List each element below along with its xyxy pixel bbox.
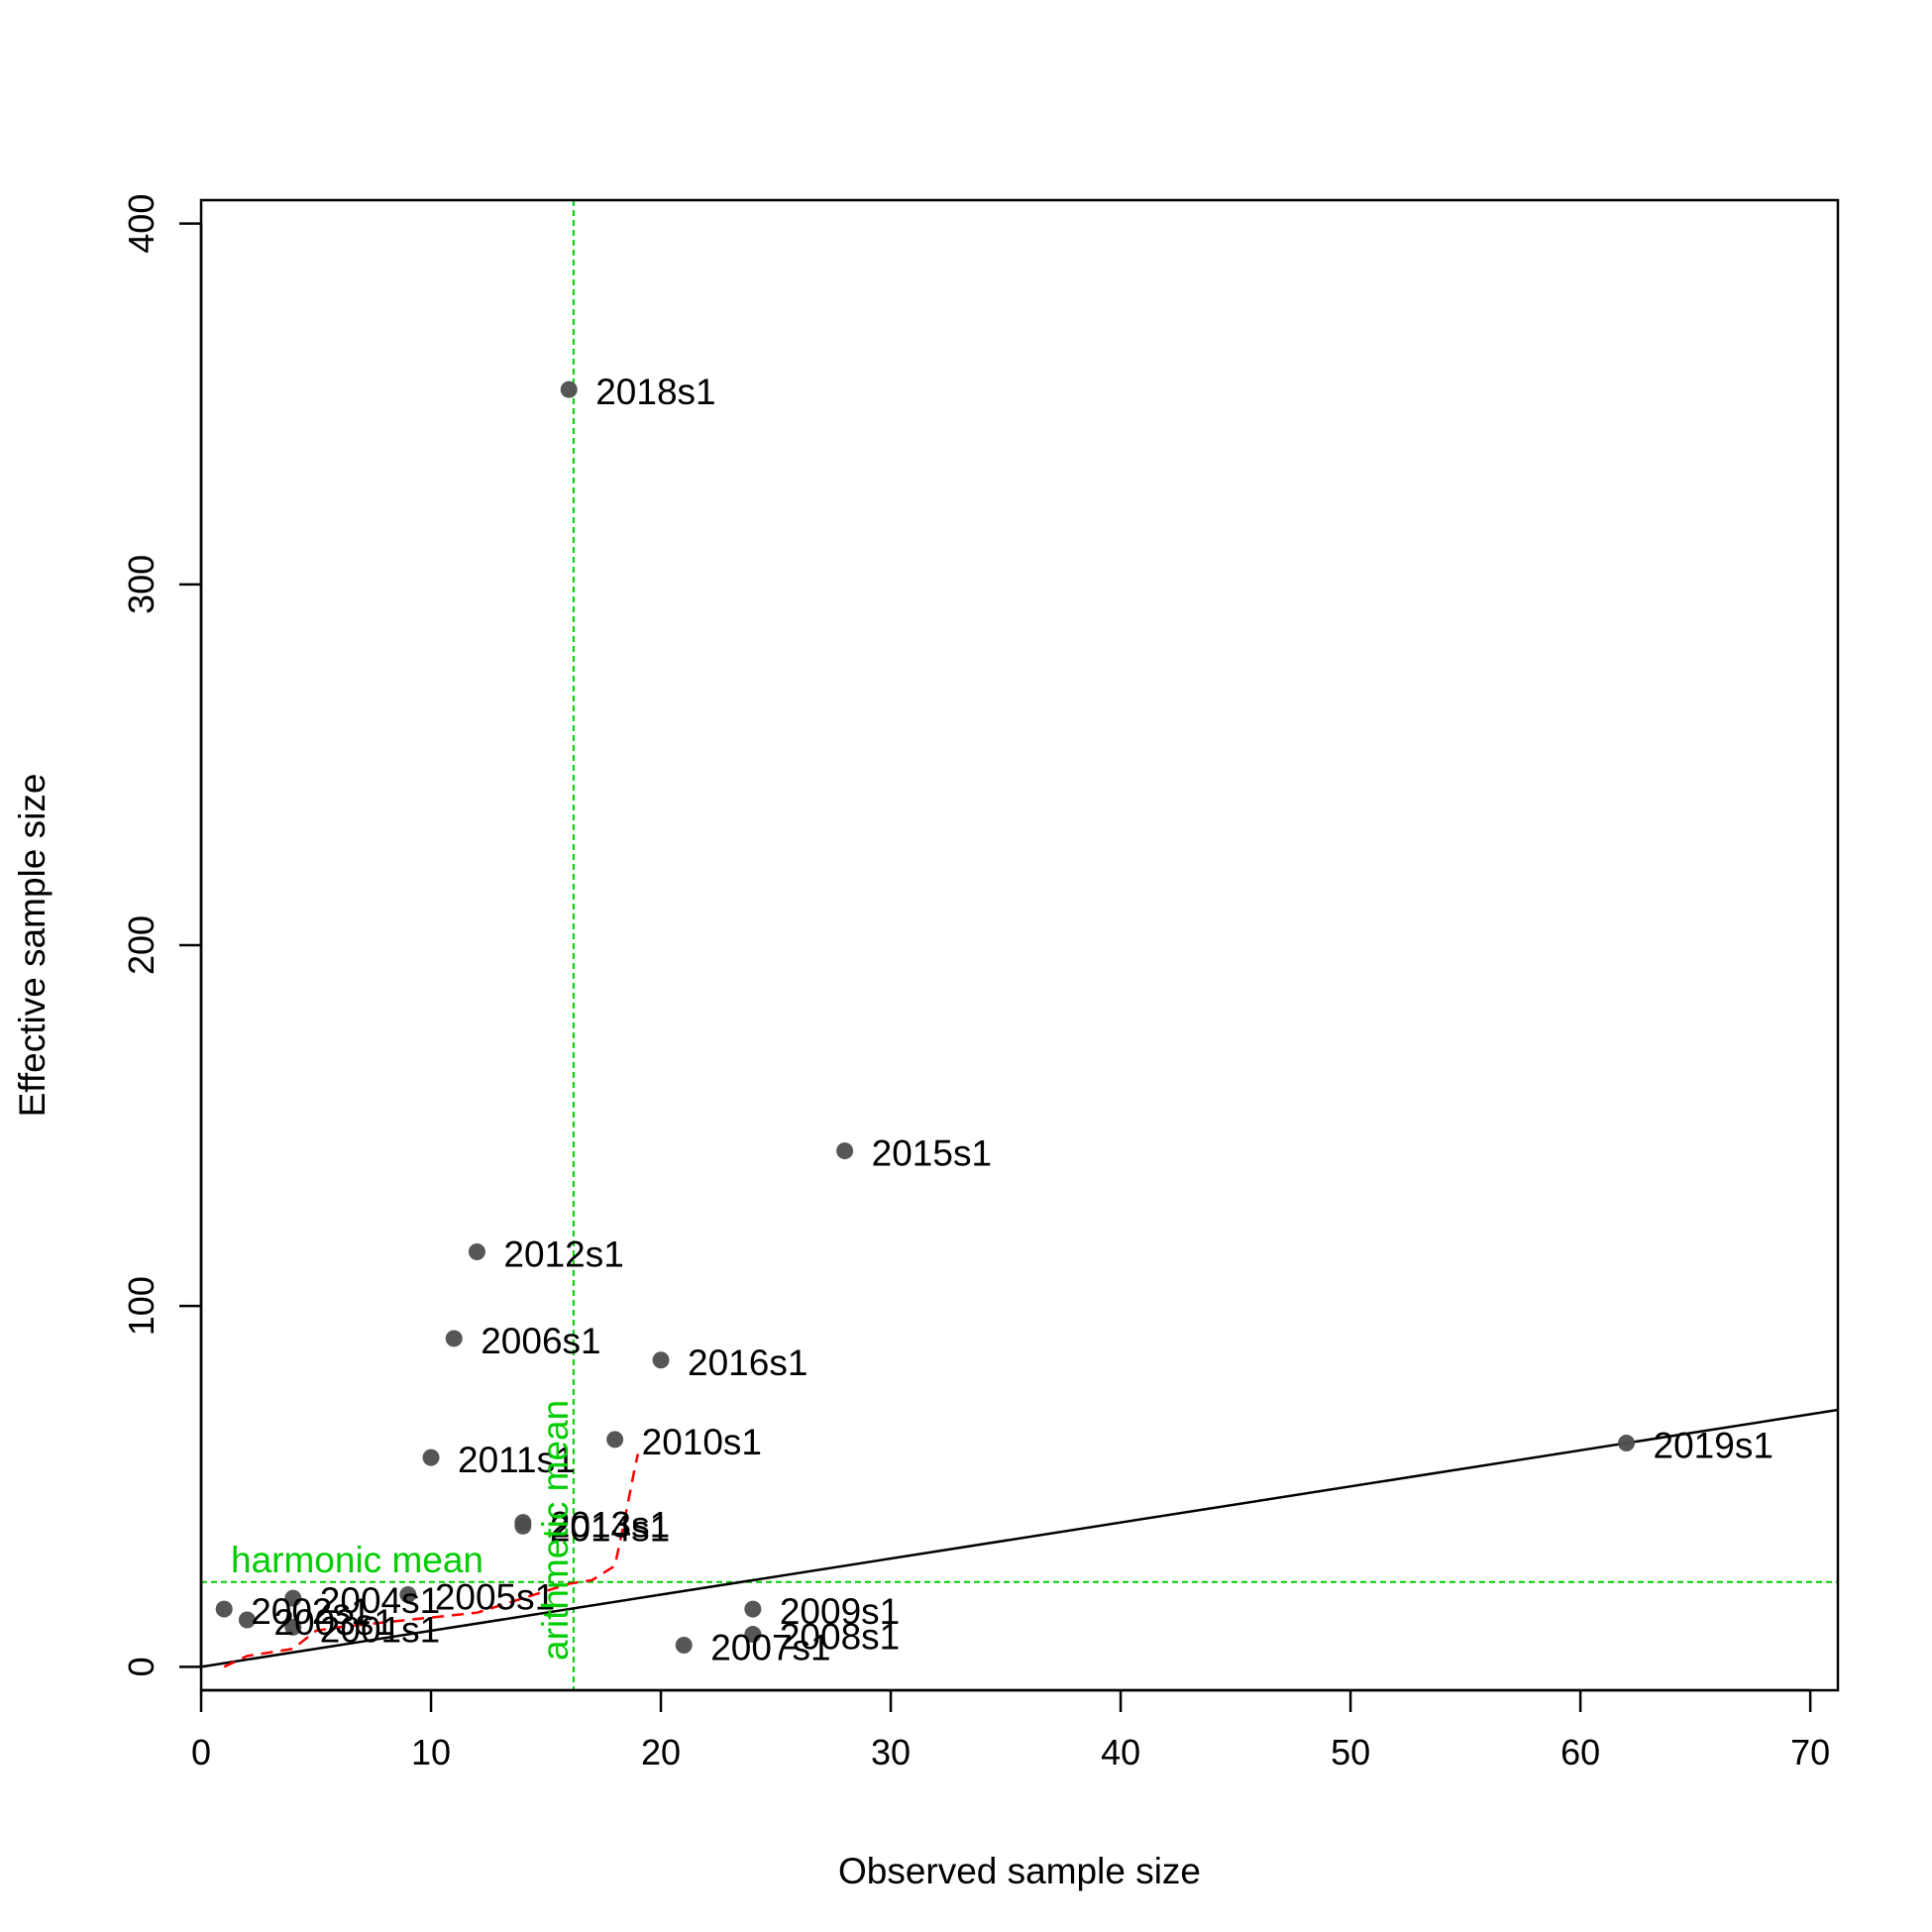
point-label: 2015s1	[872, 1133, 992, 1174]
data-point	[744, 1600, 762, 1618]
point-label: 2019s1	[1654, 1426, 1773, 1466]
data-point	[744, 1626, 762, 1644]
y-axis: 0 100 200 300 400	[121, 194, 203, 1676]
x-tick-label: 20	[641, 1732, 681, 1772]
data-point	[1618, 1435, 1636, 1452]
smoother-line	[223, 1453, 640, 1668]
one-to-one-line	[200, 1408, 1839, 1668]
data-point	[836, 1142, 854, 1160]
point-label: 2012s1	[503, 1234, 623, 1275]
data-points	[215, 380, 1636, 1654]
x-tick-label: 50	[1331, 1732, 1370, 1772]
point-label: 2011s1	[458, 1440, 576, 1480]
data-point	[238, 1611, 256, 1629]
y-tick-label: 400	[121, 194, 161, 254]
point-label: 2001s1	[320, 1609, 440, 1650]
point-label: 2005s1	[435, 1576, 555, 1617]
point-label: 2002s1	[251, 1591, 371, 1632]
reference-lines	[201, 200, 1838, 1690]
point-label: 2003s1	[273, 1602, 393, 1643]
point-label: 2010s1	[642, 1422, 762, 1462]
arithmetic-mean-label: arithmetic mean	[535, 1400, 576, 1661]
point-label: 2018s1	[595, 372, 715, 412]
point-label: 2007s1	[710, 1627, 830, 1667]
x-axis: 0 10 20 30 40 50 60 70	[191, 1688, 1830, 1772]
x-axis-title: Observed sample size	[838, 1851, 1201, 1891]
data-point	[606, 1431, 624, 1449]
data-point	[675, 1636, 693, 1654]
point-label: 2006s1	[481, 1321, 600, 1361]
point-label: 2008s1	[780, 1617, 900, 1658]
point-label: 2004s1	[320, 1580, 440, 1621]
x-tick-label: 40	[1101, 1732, 1140, 1772]
data-point	[514, 1517, 532, 1535]
data-point	[652, 1351, 670, 1369]
y-tick-label: 0	[121, 1657, 161, 1676]
data-point	[284, 1589, 302, 1607]
data-point	[215, 1600, 233, 1618]
harmonic-mean-label: harmonic mean	[231, 1540, 483, 1580]
data-point	[422, 1449, 440, 1466]
data-point	[445, 1330, 463, 1347]
y-tick-label: 300	[121, 555, 161, 614]
y-tick-label: 100	[121, 1276, 161, 1336]
y-axis-title: Effective sample size	[12, 774, 53, 1118]
point-label: 2009s1	[780, 1591, 900, 1632]
point-label: 2013s1	[550, 1505, 670, 1546]
data-point	[284, 1618, 302, 1636]
x-tick-label: 10	[411, 1732, 451, 1772]
x-tick-label: 70	[1790, 1732, 1830, 1772]
plot-frame	[199, 198, 1840, 1692]
data-point	[560, 380, 578, 398]
data-point	[399, 1585, 417, 1603]
x-tick-label: 0	[191, 1732, 211, 1772]
y-tick-label: 200	[121, 915, 161, 975]
data-point	[468, 1243, 485, 1261]
point-label: 2016s1	[688, 1342, 807, 1383]
x-tick-label: 60	[1560, 1732, 1600, 1772]
point-label: 2014s1	[550, 1508, 670, 1549]
x-tick-label: 30	[871, 1732, 911, 1772]
